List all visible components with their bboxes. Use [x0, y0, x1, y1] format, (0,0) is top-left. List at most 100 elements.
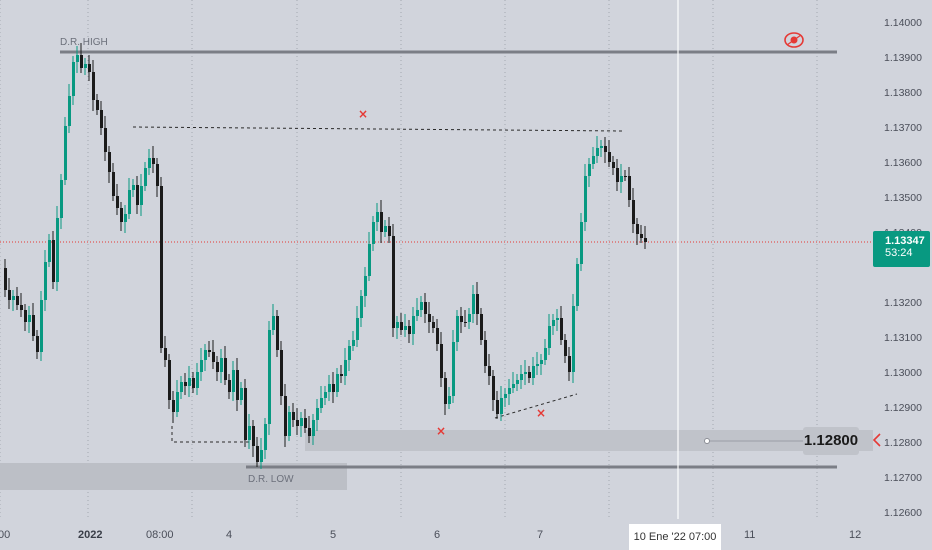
candle: [440, 344, 443, 378]
candles: [4, 43, 647, 469]
candle: [624, 176, 627, 177]
candle: [556, 318, 559, 320]
candle: [240, 388, 243, 400]
candle: [596, 148, 599, 156]
candle: [592, 156, 595, 164]
candle: [108, 152, 111, 172]
candle: [404, 326, 407, 330]
price-tick-label: 1.12600: [884, 507, 922, 519]
candle: [128, 190, 131, 214]
candle: [352, 340, 355, 346]
price-tick-label: 1.13500: [884, 192, 922, 204]
candle: [92, 72, 95, 100]
candle: [496, 400, 499, 414]
candle: [84, 64, 87, 68]
candle: [448, 396, 451, 404]
candle: [176, 392, 179, 412]
candle: [616, 168, 619, 182]
price-tick-label: 1.13900: [884, 52, 922, 64]
time-tick-label: 7: [537, 529, 544, 541]
candle: [140, 186, 143, 205]
candle: [636, 224, 639, 234]
price-tick-label: 1.14000: [884, 17, 922, 29]
x-marker: ×: [536, 406, 546, 420]
range-low-dashed[interactable]: [171, 426, 252, 443]
candle: [524, 372, 527, 374]
level-handle[interactable]: [704, 438, 710, 444]
candle: [472, 294, 475, 314]
x-marker: ×: [436, 424, 446, 438]
candle: [420, 302, 423, 310]
candle: [588, 164, 591, 176]
candle: [72, 62, 75, 96]
candle: [584, 176, 587, 222]
candle: [256, 446, 259, 462]
level-price-label[interactable]: 1.12800: [803, 427, 859, 455]
candle: [136, 185, 139, 205]
candle: [48, 240, 51, 262]
candle: [368, 244, 371, 276]
candle: [60, 180, 63, 218]
candle: [116, 196, 119, 208]
candle: [52, 240, 55, 282]
candle: [304, 418, 307, 428]
candle: [424, 302, 427, 314]
candle: [16, 296, 19, 305]
candle: [640, 234, 643, 238]
candle: [248, 426, 251, 440]
candle: [380, 212, 383, 232]
candle: [232, 370, 235, 392]
candle: [284, 396, 287, 436]
candle: [492, 376, 495, 400]
candle: [384, 226, 387, 232]
candle: [40, 300, 43, 352]
candle: [612, 162, 615, 168]
demand-zone-band: [305, 430, 873, 451]
candle: [432, 322, 435, 328]
candle: [260, 450, 263, 462]
candle: [552, 320, 555, 326]
candle: [24, 310, 27, 322]
dr-high-label: D.R. HIGH: [60, 37, 108, 48]
candle: [264, 424, 267, 450]
candle: [28, 315, 31, 322]
candle: [480, 314, 483, 340]
time-tick-label: 08:00: [146, 529, 174, 541]
candle: [212, 352, 215, 362]
candle: [336, 374, 339, 392]
candle: [332, 384, 335, 392]
candle: [280, 350, 283, 396]
candle: [76, 55, 79, 62]
time-axis[interactable]: 00 2022 08:00 4 5 6 7 11 12: [0, 519, 932, 550]
trendline-dashed[interactable]: [494, 393, 578, 419]
candle: [200, 360, 203, 372]
price-tick-label: 1.12900: [884, 402, 922, 414]
candle: [464, 322, 467, 323]
candle: [572, 306, 575, 372]
candle: [500, 398, 503, 414]
price-tick-label: 1.12700: [884, 472, 922, 484]
candle: [452, 342, 455, 396]
candle: [316, 408, 319, 420]
range-high-dashed[interactable]: [132, 126, 623, 132]
candle: [484, 340, 487, 366]
candle: [160, 186, 163, 348]
candle: [296, 420, 299, 426]
time-cursor-label: 10 Ene '22 07:00: [629, 524, 721, 550]
candle: [400, 322, 403, 330]
candle: [44, 262, 47, 300]
candle: [476, 294, 479, 314]
candle: [224, 358, 227, 380]
candle: [12, 296, 15, 300]
chevron-left-icon[interactable]: [872, 433, 882, 447]
candle: [36, 336, 39, 352]
eye-icon[interactable]: [784, 31, 804, 49]
candle: [528, 372, 531, 378]
candle: [120, 208, 123, 222]
candle: [184, 382, 187, 386]
candle: [244, 388, 247, 440]
candle: [416, 310, 419, 316]
candle: [408, 326, 411, 334]
candle: [156, 164, 159, 186]
